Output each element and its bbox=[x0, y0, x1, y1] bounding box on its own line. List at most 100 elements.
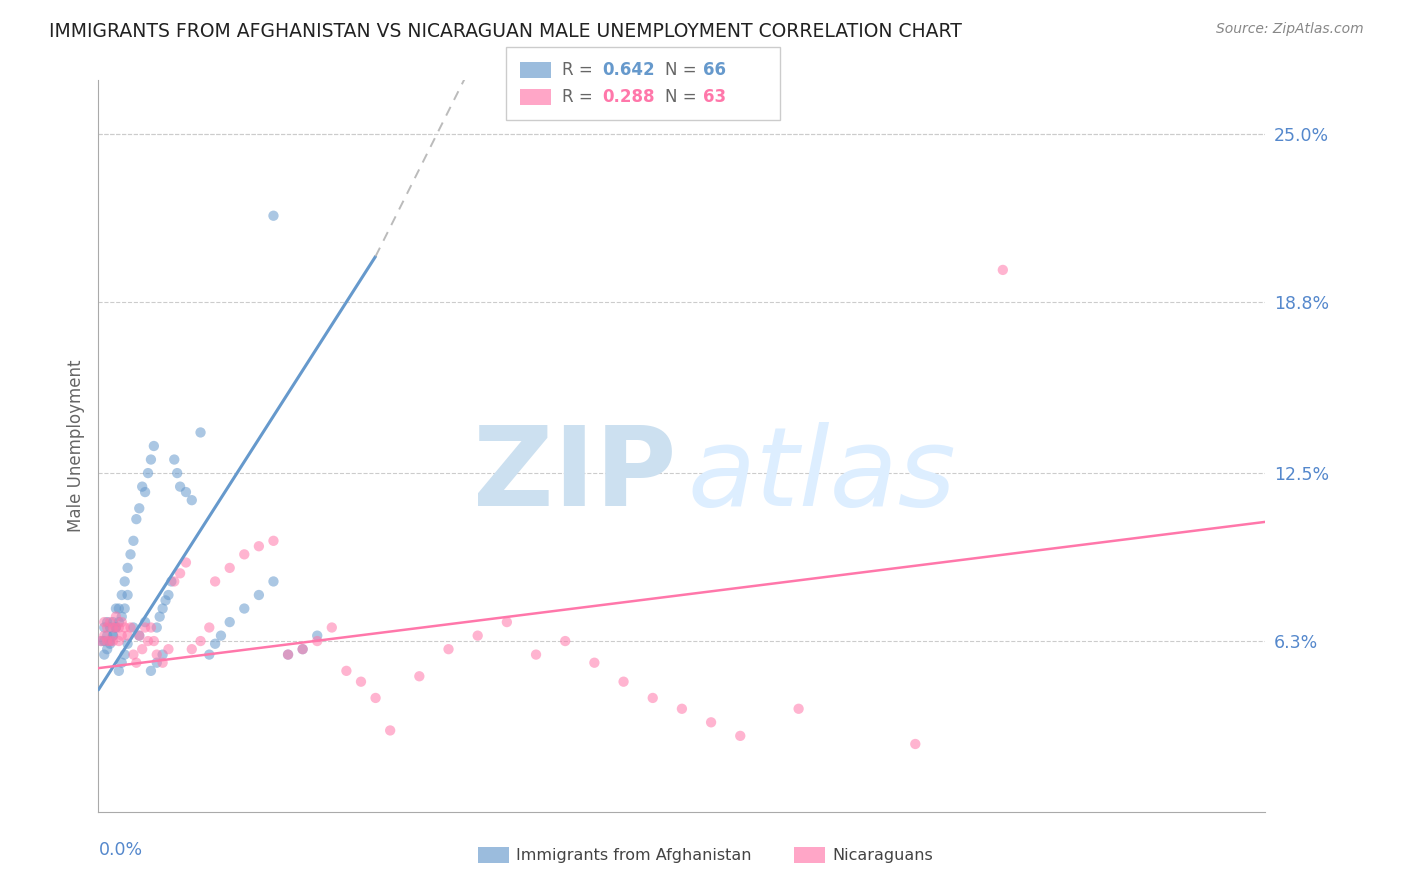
Point bbox=[190, 634, 212, 648]
Point bbox=[125, 656, 148, 670]
Point bbox=[350, 674, 373, 689]
Point bbox=[671, 702, 693, 716]
Point bbox=[291, 642, 314, 657]
Point bbox=[198, 620, 221, 634]
Text: ZIP: ZIP bbox=[472, 422, 676, 529]
Point bbox=[152, 601, 174, 615]
Point bbox=[163, 452, 186, 467]
Point bbox=[101, 629, 124, 643]
Point bbox=[134, 620, 156, 634]
Point bbox=[122, 533, 145, 548]
Point bbox=[408, 669, 430, 683]
Point bbox=[117, 588, 139, 602]
Text: atlas: atlas bbox=[688, 422, 956, 529]
Text: 0.288: 0.288 bbox=[602, 88, 654, 106]
Point bbox=[262, 209, 284, 223]
Point bbox=[98, 620, 121, 634]
Point bbox=[169, 480, 191, 494]
Point bbox=[437, 642, 460, 657]
Point bbox=[117, 629, 139, 643]
Point bbox=[169, 566, 191, 581]
Point bbox=[98, 615, 121, 629]
Point bbox=[583, 656, 606, 670]
Point bbox=[96, 634, 118, 648]
Point bbox=[128, 629, 150, 643]
Point bbox=[174, 485, 197, 500]
Point bbox=[204, 574, 226, 589]
Text: 66: 66 bbox=[703, 62, 725, 79]
Point bbox=[730, 729, 752, 743]
Point bbox=[122, 620, 145, 634]
Point bbox=[96, 642, 118, 657]
Text: 63: 63 bbox=[703, 88, 725, 106]
Text: 0.642: 0.642 bbox=[602, 62, 654, 79]
Point bbox=[114, 574, 136, 589]
Point bbox=[204, 637, 226, 651]
Point bbox=[98, 637, 121, 651]
Point bbox=[104, 601, 127, 615]
Point bbox=[111, 629, 134, 643]
Point bbox=[111, 656, 134, 670]
Point bbox=[904, 737, 927, 751]
Point bbox=[467, 629, 489, 643]
Point bbox=[700, 715, 723, 730]
Point bbox=[108, 664, 131, 678]
Point bbox=[142, 439, 165, 453]
Text: R =: R = bbox=[562, 88, 599, 106]
Point bbox=[180, 642, 202, 657]
Text: N =: N = bbox=[665, 62, 702, 79]
Point bbox=[155, 593, 177, 607]
Point bbox=[108, 601, 131, 615]
Point bbox=[136, 466, 159, 480]
Point bbox=[157, 642, 180, 657]
Point bbox=[218, 615, 240, 629]
Point bbox=[335, 664, 357, 678]
Text: N =: N = bbox=[665, 88, 702, 106]
Y-axis label: Male Unemployment: Male Unemployment bbox=[66, 359, 84, 533]
Point bbox=[96, 620, 118, 634]
Point bbox=[139, 452, 162, 467]
Point bbox=[93, 615, 115, 629]
Point bbox=[174, 556, 197, 570]
Point bbox=[114, 620, 136, 634]
Point bbox=[108, 620, 131, 634]
Point bbox=[247, 539, 270, 553]
Point bbox=[96, 615, 118, 629]
Point bbox=[134, 485, 156, 500]
Point bbox=[104, 620, 127, 634]
Point bbox=[277, 648, 299, 662]
Point bbox=[142, 634, 165, 648]
Point bbox=[93, 620, 115, 634]
Point bbox=[93, 629, 115, 643]
Point bbox=[117, 637, 139, 651]
Point bbox=[152, 656, 174, 670]
Point bbox=[108, 615, 131, 629]
Point bbox=[496, 615, 519, 629]
Point bbox=[524, 648, 547, 662]
Point bbox=[190, 425, 212, 440]
Point bbox=[93, 634, 115, 648]
Point bbox=[101, 615, 124, 629]
Point bbox=[209, 629, 232, 643]
Point bbox=[98, 634, 121, 648]
Text: Immigrants from Afghanistan: Immigrants from Afghanistan bbox=[516, 848, 751, 863]
Point bbox=[101, 629, 124, 643]
Point bbox=[120, 547, 142, 561]
Point bbox=[160, 574, 183, 589]
Text: Source: ZipAtlas.com: Source: ZipAtlas.com bbox=[1216, 22, 1364, 37]
Point bbox=[104, 620, 127, 634]
Point bbox=[321, 620, 343, 634]
Point bbox=[149, 609, 172, 624]
Point bbox=[101, 634, 124, 648]
Point bbox=[128, 501, 150, 516]
Point bbox=[307, 629, 329, 643]
Point bbox=[991, 263, 1014, 277]
Point bbox=[125, 512, 148, 526]
Point bbox=[233, 601, 256, 615]
Text: IMMIGRANTS FROM AFGHANISTAN VS NICARAGUAN MALE UNEMPLOYMENT CORRELATION CHART: IMMIGRANTS FROM AFGHANISTAN VS NICARAGUA… bbox=[49, 22, 962, 41]
Point bbox=[139, 664, 162, 678]
Text: 0.0%: 0.0% bbox=[98, 841, 142, 859]
Point bbox=[98, 634, 121, 648]
Point bbox=[117, 561, 139, 575]
Point bbox=[277, 648, 299, 662]
